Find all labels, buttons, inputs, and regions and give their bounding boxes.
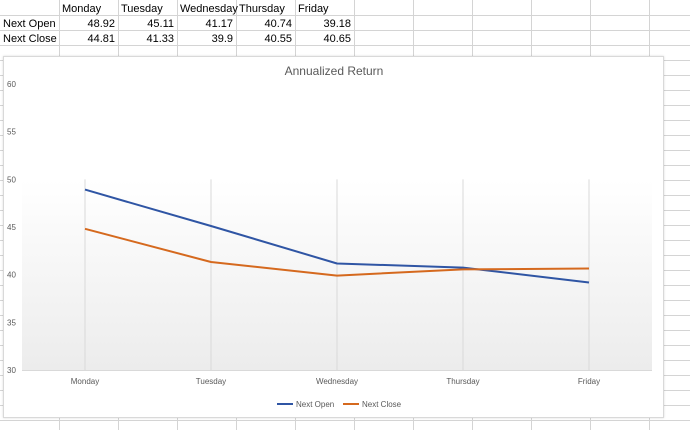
value-cell[interactable]: 39.18	[323, 18, 351, 30]
y-tick-label: 45	[7, 223, 16, 232]
chart-title: Annualized Return	[285, 64, 384, 78]
legend: Next Open Next Close	[277, 400, 402, 409]
value-cell[interactable]: 41.17	[205, 18, 233, 30]
column-header-cell[interactable]: Friday	[298, 3, 329, 15]
series-line-next-open[interactable]	[84, 188, 590, 284]
y-tick-label: 35	[7, 318, 16, 327]
value-cell[interactable]: 44.81	[87, 33, 115, 45]
y-tick-label: 60	[7, 80, 16, 89]
x-tick-label: Tuesday	[196, 377, 226, 386]
x-tick-label: Thursday	[446, 377, 479, 386]
column-header-cell[interactable]: Monday	[62, 3, 102, 15]
series-lines	[84, 188, 590, 284]
legend-label: Next Open	[296, 400, 334, 409]
value-cell[interactable]: 39.9	[212, 33, 233, 45]
data-table: Monday Tuesday Wednesday Thursday Friday Next…	[3, 3, 351, 45]
value-cell[interactable]: 40.55	[264, 33, 292, 45]
y-axis-labels: 30 35 40 45 50 55 60	[7, 80, 16, 375]
series-line-next-close[interactable]	[84, 227, 590, 277]
y-tick-label: 55	[7, 128, 16, 137]
column-header-cell[interactable]: Wednesday	[180, 3, 238, 15]
value-cell[interactable]: 45.11	[147, 18, 174, 30]
column-header-cell[interactable]: Thursday	[239, 3, 285, 15]
x-tick-label: Wednesday	[316, 377, 358, 386]
x-tick-label: Monday	[71, 377, 99, 386]
y-tick-label: 40	[7, 271, 16, 280]
row-label-cell[interactable]: Next Open	[3, 18, 56, 30]
x-axis-labels: Monday Tuesday Wednesday Thursday Friday	[71, 377, 600, 386]
column-header-cell[interactable]: Tuesday	[121, 3, 163, 15]
legend-label: Next Close	[362, 400, 402, 409]
y-tick-label: 30	[7, 366, 16, 375]
x-tick-label: Friday	[578, 377, 600, 386]
line-chart: Annualized Return 30 35 40 45 50 55 60 Monday T…	[7, 64, 652, 409]
value-cell[interactable]: 48.92	[87, 18, 115, 30]
value-cell[interactable]: 40.74	[264, 18, 292, 30]
chart-container[interactable]: Annualized Return 30 35 40 45 50 55 60 Monday T…	[3, 56, 664, 418]
value-cell[interactable]: 40.65	[323, 33, 351, 45]
y-tick-label: 50	[7, 175, 16, 184]
row-label-cell[interactable]: Next Close	[3, 33, 57, 45]
value-cell[interactable]: 41.33	[146, 33, 174, 45]
